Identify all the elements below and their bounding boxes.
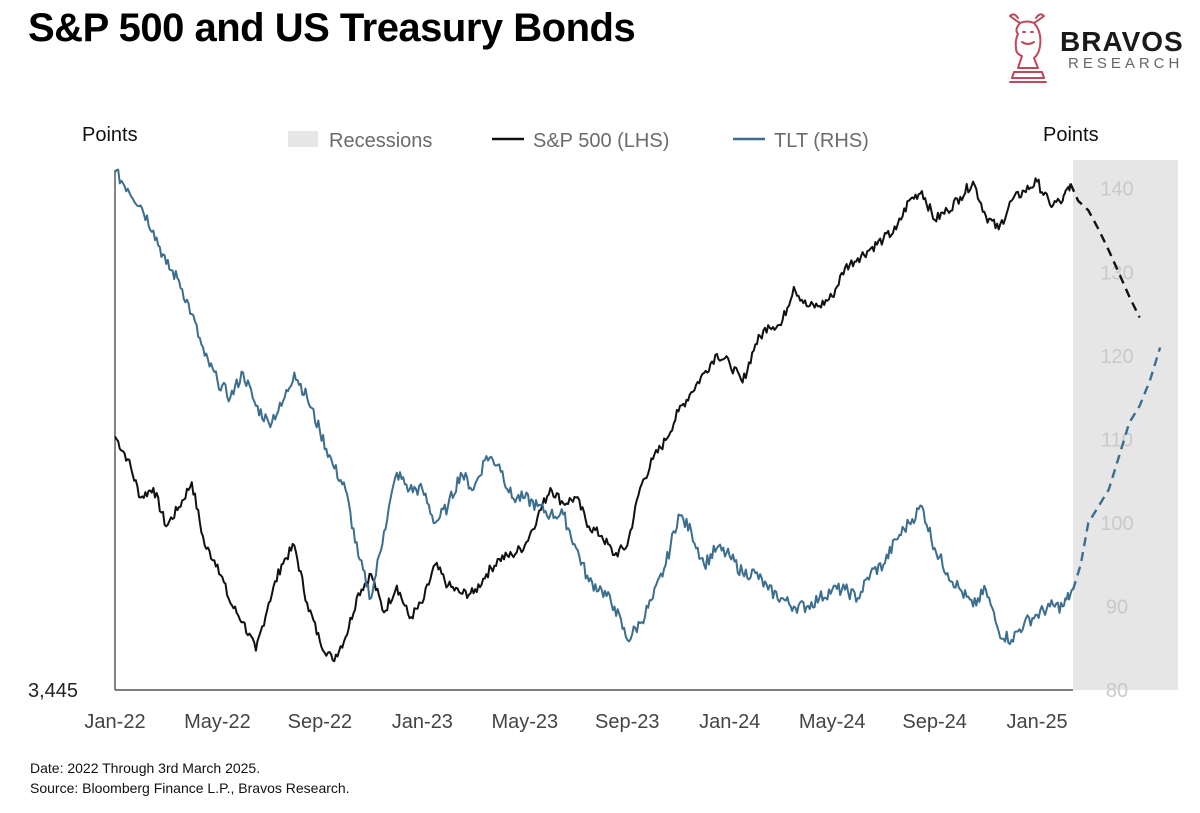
brand-logo: BRAVOS RESEARCH bbox=[1006, 10, 1196, 90]
legend-tlt-label: TLT (RHS) bbox=[774, 130, 869, 152]
right-axis-label: Points bbox=[1043, 124, 1099, 146]
left-axis-min-label: 3,445 bbox=[28, 680, 78, 702]
footer-notes: Date: 2022 Through 3rd March 2025. Sourc… bbox=[30, 758, 350, 798]
x-tick-label: Jan-22 bbox=[84, 711, 145, 733]
series-line-projection bbox=[1071, 347, 1162, 591]
x-tick-label: May-24 bbox=[799, 711, 866, 733]
left-axis-label: Points bbox=[82, 124, 138, 146]
right-tick-label: 110 bbox=[1101, 429, 1133, 451]
x-tick-label: Jan-24 bbox=[699, 711, 760, 733]
legend: Recessions S&P 500 (LHS) TLT (RHS) bbox=[288, 130, 869, 152]
x-axis-ticks: Jan-22 May-22 Sep-22 Jan-23 May-23 Sep-23 Jan-… bbox=[84, 711, 1067, 733]
right-tick-label: 120 bbox=[1100, 346, 1133, 368]
x-tick-label: Sep-24 bbox=[902, 711, 967, 733]
series-lines bbox=[114, 168, 1162, 663]
x-tick-label: May-22 bbox=[184, 711, 251, 733]
legend-recessions-label: Recessions bbox=[329, 130, 432, 152]
right-tick-label: 130 bbox=[1100, 262, 1133, 284]
x-tick-label: Jan-25 bbox=[1007, 711, 1068, 733]
brand-name: BRAVOS bbox=[1060, 26, 1184, 57]
recession-shaded-region bbox=[1072, 160, 1178, 690]
line-chart: Recessions S&P 500 (LHS) TLT (RHS) Point… bbox=[28, 124, 1178, 733]
right-tick-label: 140 bbox=[1100, 179, 1133, 201]
x-tick-label: Jan-23 bbox=[392, 711, 453, 733]
x-tick-label: Sep-22 bbox=[288, 711, 353, 733]
right-axis-ticks: 140 130 120 110 100 90 80 bbox=[1100, 179, 1133, 702]
brand-subtitle: RESEARCH bbox=[1068, 55, 1184, 72]
x-tick-label: May-23 bbox=[491, 711, 558, 733]
series-line-projection bbox=[1069, 183, 1141, 319]
date-note: Date: 2022 Through 3rd March 2025. bbox=[30, 760, 261, 776]
series-line bbox=[114, 168, 1074, 646]
right-tick-label: 100 bbox=[1100, 513, 1133, 535]
page-title: S&P 500 and US Treasury Bonds bbox=[28, 6, 636, 50]
x-tick-label: Sep-23 bbox=[595, 711, 660, 733]
bull-chess-knight-icon bbox=[1009, 13, 1047, 83]
right-tick-label: 80 bbox=[1106, 680, 1128, 702]
legend-recessions-swatch bbox=[288, 131, 318, 147]
series-line bbox=[114, 177, 1072, 663]
right-tick-label: 90 bbox=[1106, 596, 1128, 618]
source-note: Source: Bloomberg Finance L.P., Bravos R… bbox=[30, 780, 350, 796]
legend-spx-label: S&P 500 (LHS) bbox=[533, 130, 669, 152]
